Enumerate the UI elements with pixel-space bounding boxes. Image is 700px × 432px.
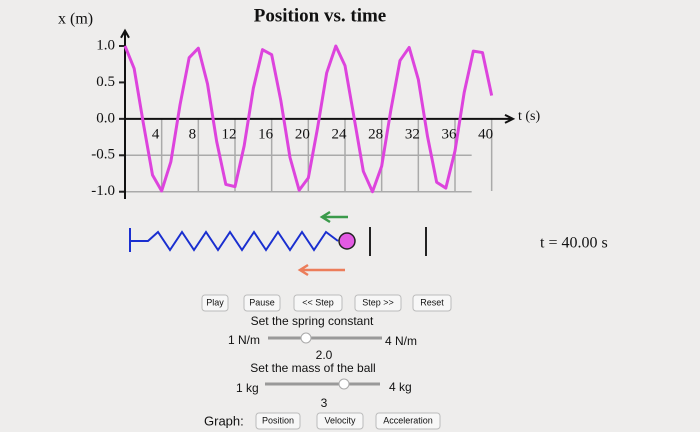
x-tick-label: 12 xyxy=(222,126,237,142)
spring-animation: t = 40.00 s xyxy=(129,210,608,277)
slider-value: 2.0 xyxy=(316,348,333,362)
x-tick-label: 16 xyxy=(258,126,274,142)
x-tick-label: 4 xyxy=(152,126,160,142)
y-tick-label: 0.5 xyxy=(96,74,115,90)
button-label[interactable]: Reset xyxy=(420,297,444,307)
button-frame[interactable] xyxy=(255,412,301,430)
button[interactable]: << Step xyxy=(293,294,343,312)
x-tick-label: 36 xyxy=(442,126,458,142)
button[interactable]: Velocity xyxy=(316,412,364,430)
button-label[interactable]: Position xyxy=(262,415,294,425)
x-tick-label: 24 xyxy=(332,126,348,142)
graph-label: Graph: xyxy=(204,413,244,428)
button[interactable]: Pause xyxy=(243,294,281,312)
button-label[interactable]: Play xyxy=(206,297,224,307)
ball xyxy=(338,232,356,250)
y-tick-label: -1.0 xyxy=(91,183,115,199)
series-line xyxy=(123,44,494,194)
y-tick-label: 1.0 xyxy=(96,37,115,53)
slider-title: Set the spring constant xyxy=(251,314,374,328)
button[interactable]: Position xyxy=(255,412,301,430)
button-frame[interactable] xyxy=(354,294,402,312)
x-tick-label: 32 xyxy=(405,126,420,142)
y-axis xyxy=(120,28,130,199)
button[interactable]: Reset xyxy=(412,294,452,312)
time-display: t = 40.00 s xyxy=(540,235,608,252)
button[interactable]: Acceleration xyxy=(375,412,441,430)
button-frame[interactable] xyxy=(412,294,452,312)
button[interactable]: Step >> xyxy=(354,294,402,312)
button-frame[interactable] xyxy=(243,294,281,312)
y-tick-label: 0.0 xyxy=(96,110,115,126)
button-label[interactable]: Velocity xyxy=(324,415,356,425)
button-label[interactable]: Step >> xyxy=(362,297,394,307)
y-axis-label: x (m) xyxy=(58,11,93,28)
acceleration-arrow xyxy=(297,263,345,277)
slider-min: 1 kg xyxy=(236,381,259,395)
button-frame[interactable] xyxy=(375,412,441,430)
slider-value: 3 xyxy=(321,396,328,410)
spring xyxy=(129,228,339,252)
x-tick-label: 40 xyxy=(478,126,493,142)
button[interactable]: Play xyxy=(201,294,229,312)
button-frame[interactable] xyxy=(316,412,364,430)
button-label[interactable]: Acceleration xyxy=(383,415,433,425)
slider-thumb[interactable] xyxy=(300,332,312,344)
button-frame[interactable] xyxy=(293,294,343,312)
x-axis-label: t (s) xyxy=(518,109,541,124)
slider-thumb[interactable] xyxy=(338,378,350,390)
button-label[interactable]: Pause xyxy=(249,297,275,307)
slider-max: 4 kg xyxy=(389,380,412,394)
plot: 1.0 0.5 0.0 -0.5 -1.0 4 8 12 16 20 24 28 32 36 40 xyxy=(91,28,516,199)
slider-title: Set the mass of the ball xyxy=(250,361,375,375)
button-label[interactable]: << Step xyxy=(302,297,334,307)
y-tick-label: -0.5 xyxy=(91,147,115,163)
x-tick-label: 8 xyxy=(189,126,197,142)
x-tick-label: 28 xyxy=(368,126,383,142)
chart-title: Position vs. time xyxy=(254,5,386,26)
slider-min: 1 N/m xyxy=(228,333,260,347)
button-frame[interactable] xyxy=(201,294,229,312)
slider-max: 4 N/m xyxy=(385,334,417,348)
velocity-arrow xyxy=(319,210,348,224)
controls: Play Pause << Step Step >> Reset Position Velo… xyxy=(201,294,452,430)
x-tick-label: 20 xyxy=(295,126,310,142)
